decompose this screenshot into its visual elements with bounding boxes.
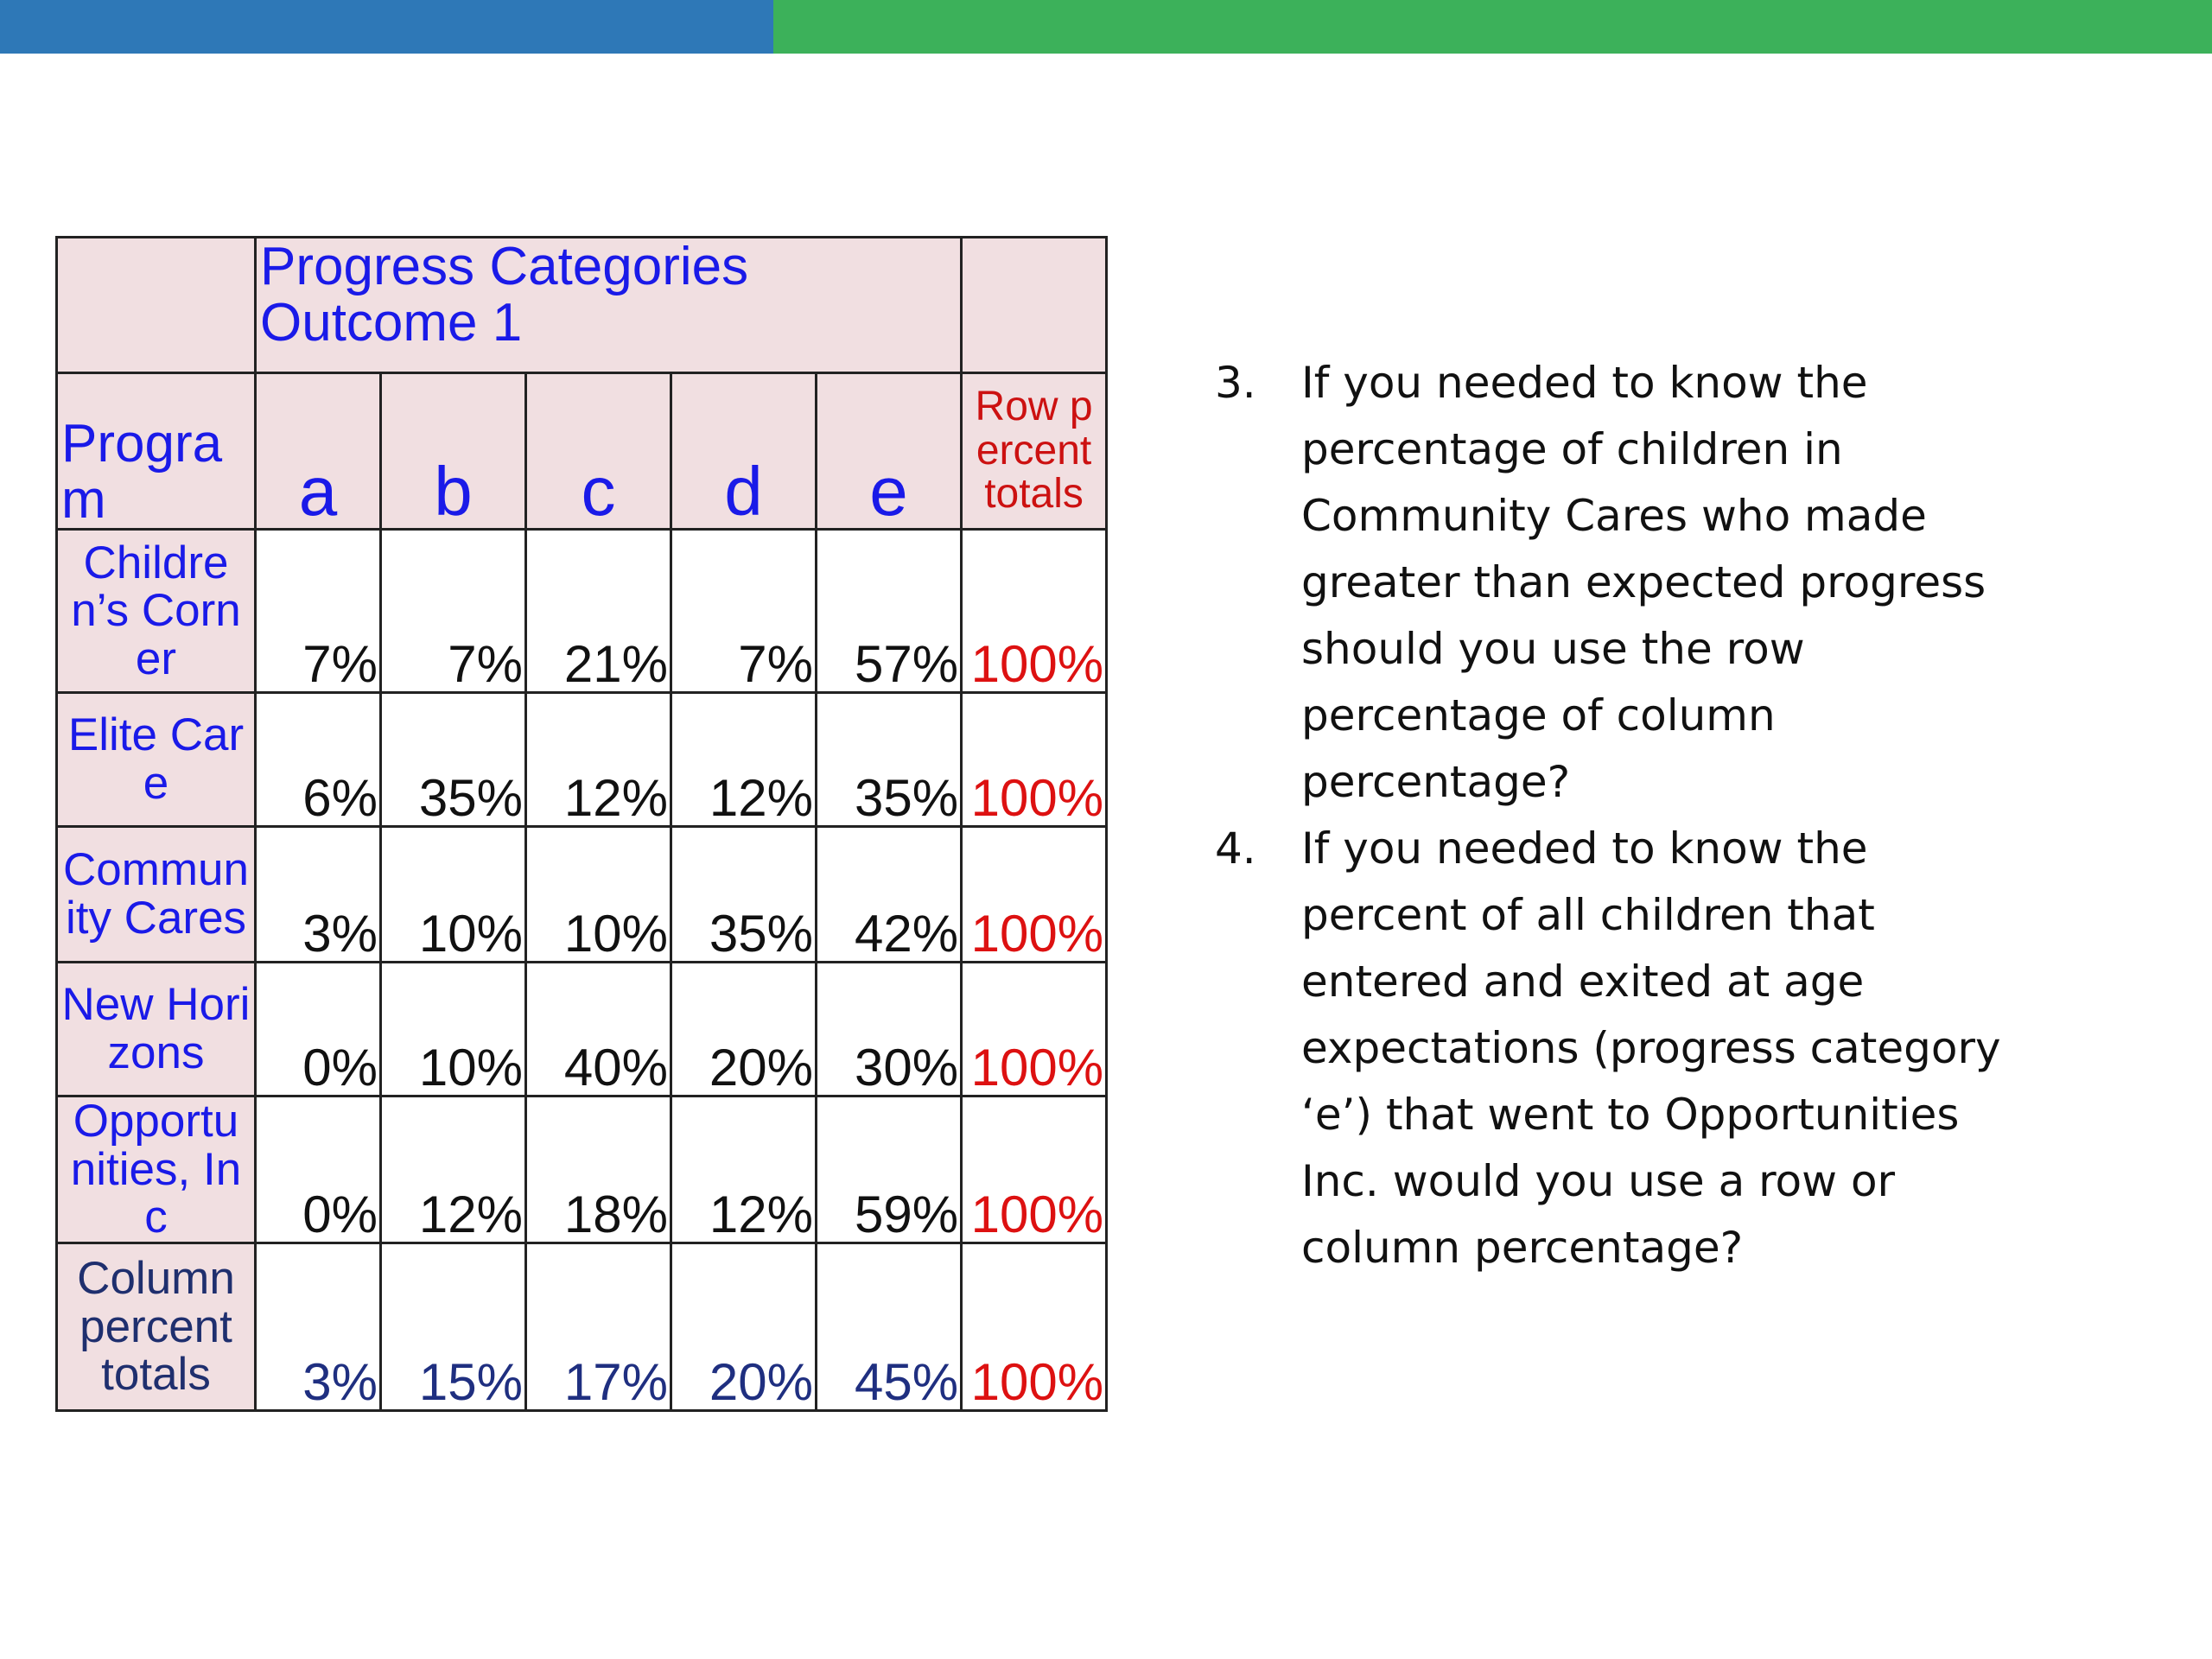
footer-value: 15% [379,1241,527,1412]
cell-value: 100% [960,961,1109,1097]
column-header: e [814,372,963,531]
cell-value: 10% [524,825,672,963]
question: 3. If you needed to know the percentage o… [1215,350,2036,816]
table-title: Progress Categories Outcome 1 [253,236,963,374]
cell-value: 7% [670,528,817,694]
question: 4. If you needed to know the percent of a… [1215,816,2036,1281]
cell-value: 12% [670,691,817,828]
question-text: If you needed to know the percent of all… [1301,823,2001,1273]
row-label: Community Cares [55,825,257,963]
data-row: Community Cares 3% 10% 10% 35% 42% 100% [55,825,1109,963]
cell-value: 7% [379,528,527,694]
row-label: New Horizons [55,961,257,1097]
cell-value: 100% [960,1095,1109,1244]
column-header: Row percent totals [960,372,1109,531]
data-row: Children’s Corner 7% 7% 21% 7% 57% 100% [55,528,1109,694]
table-body: Progress Categories Outcome 1 Program a b c… [55,236,1109,1412]
column-header: d [670,372,817,531]
question-number: 3. [1215,358,1256,408]
cell-value: 21% [524,528,672,694]
empty-cell [55,236,257,374]
cell-value: 42% [814,825,963,963]
questions: 3. If you needed to know the percentage o… [1215,350,2036,1281]
top-bar-blue [0,0,773,54]
row-label: Children’s Corner [55,528,257,694]
cell-value: 12% [670,1095,817,1244]
footer-value: 45% [814,1241,963,1412]
data-row: New Horizons 0% 10% 40% 20% 30% 100% [55,961,1109,1097]
data-row: Elite Care 6% 35% 12% 12% 35% 100% [55,691,1109,828]
question-number: 4. [1215,823,1256,874]
cell-value: 35% [670,825,817,963]
cell-value: 100% [960,528,1109,694]
column-header: a [254,372,382,531]
column-header: b [379,372,527,531]
cell-value: 0% [254,961,382,1097]
data-table: Progress Categories Outcome 1 Program a b c… [55,236,1109,1412]
cell-value: 20% [670,961,817,1097]
cell-value: 100% [960,825,1109,963]
cell-value: 35% [379,691,527,828]
cell-value: 100% [960,691,1109,828]
cell-value: 0% [254,1095,382,1244]
footer-row: Column percent totals 3% 15% 17% 20% 45% 100% [55,1241,1109,1412]
cell-value: 6% [254,691,382,828]
cell-value: 40% [524,961,672,1097]
top-bar-green [773,0,2212,54]
footer-label: Column percent totals [55,1241,257,1412]
cell-value: 12% [524,691,672,828]
title-row: Progress Categories Outcome 1 [55,236,1109,374]
cell-value: 7% [254,528,382,694]
cell-value: 30% [814,961,963,1097]
cell-value: 12% [379,1095,527,1244]
cell-value: 59% [814,1095,963,1244]
footer-value: 100% [960,1241,1109,1412]
empty-cell [960,236,1109,374]
cell-value: 57% [814,528,963,694]
footer-value: 17% [524,1241,672,1412]
cell-value: 35% [814,691,963,828]
cell-value: 10% [379,961,527,1097]
data-row: Opportunities, Inc 0% 12% 18% 12% 59% 100% [55,1095,1109,1244]
column-header: c [524,372,672,531]
row-label: Opportunities, Inc [55,1095,257,1244]
cell-value: 10% [379,825,527,963]
cell-value: 18% [524,1095,672,1244]
footer-value: 3% [254,1241,382,1412]
column-header: Program [55,372,257,531]
header-row: Program a b c d e Row percent totals [55,372,1109,531]
question-text: If you needed to know the percentage of … [1301,358,1986,807]
cell-value: 3% [254,825,382,963]
footer-value: 20% [670,1241,817,1412]
row-label: Elite Care [55,691,257,828]
